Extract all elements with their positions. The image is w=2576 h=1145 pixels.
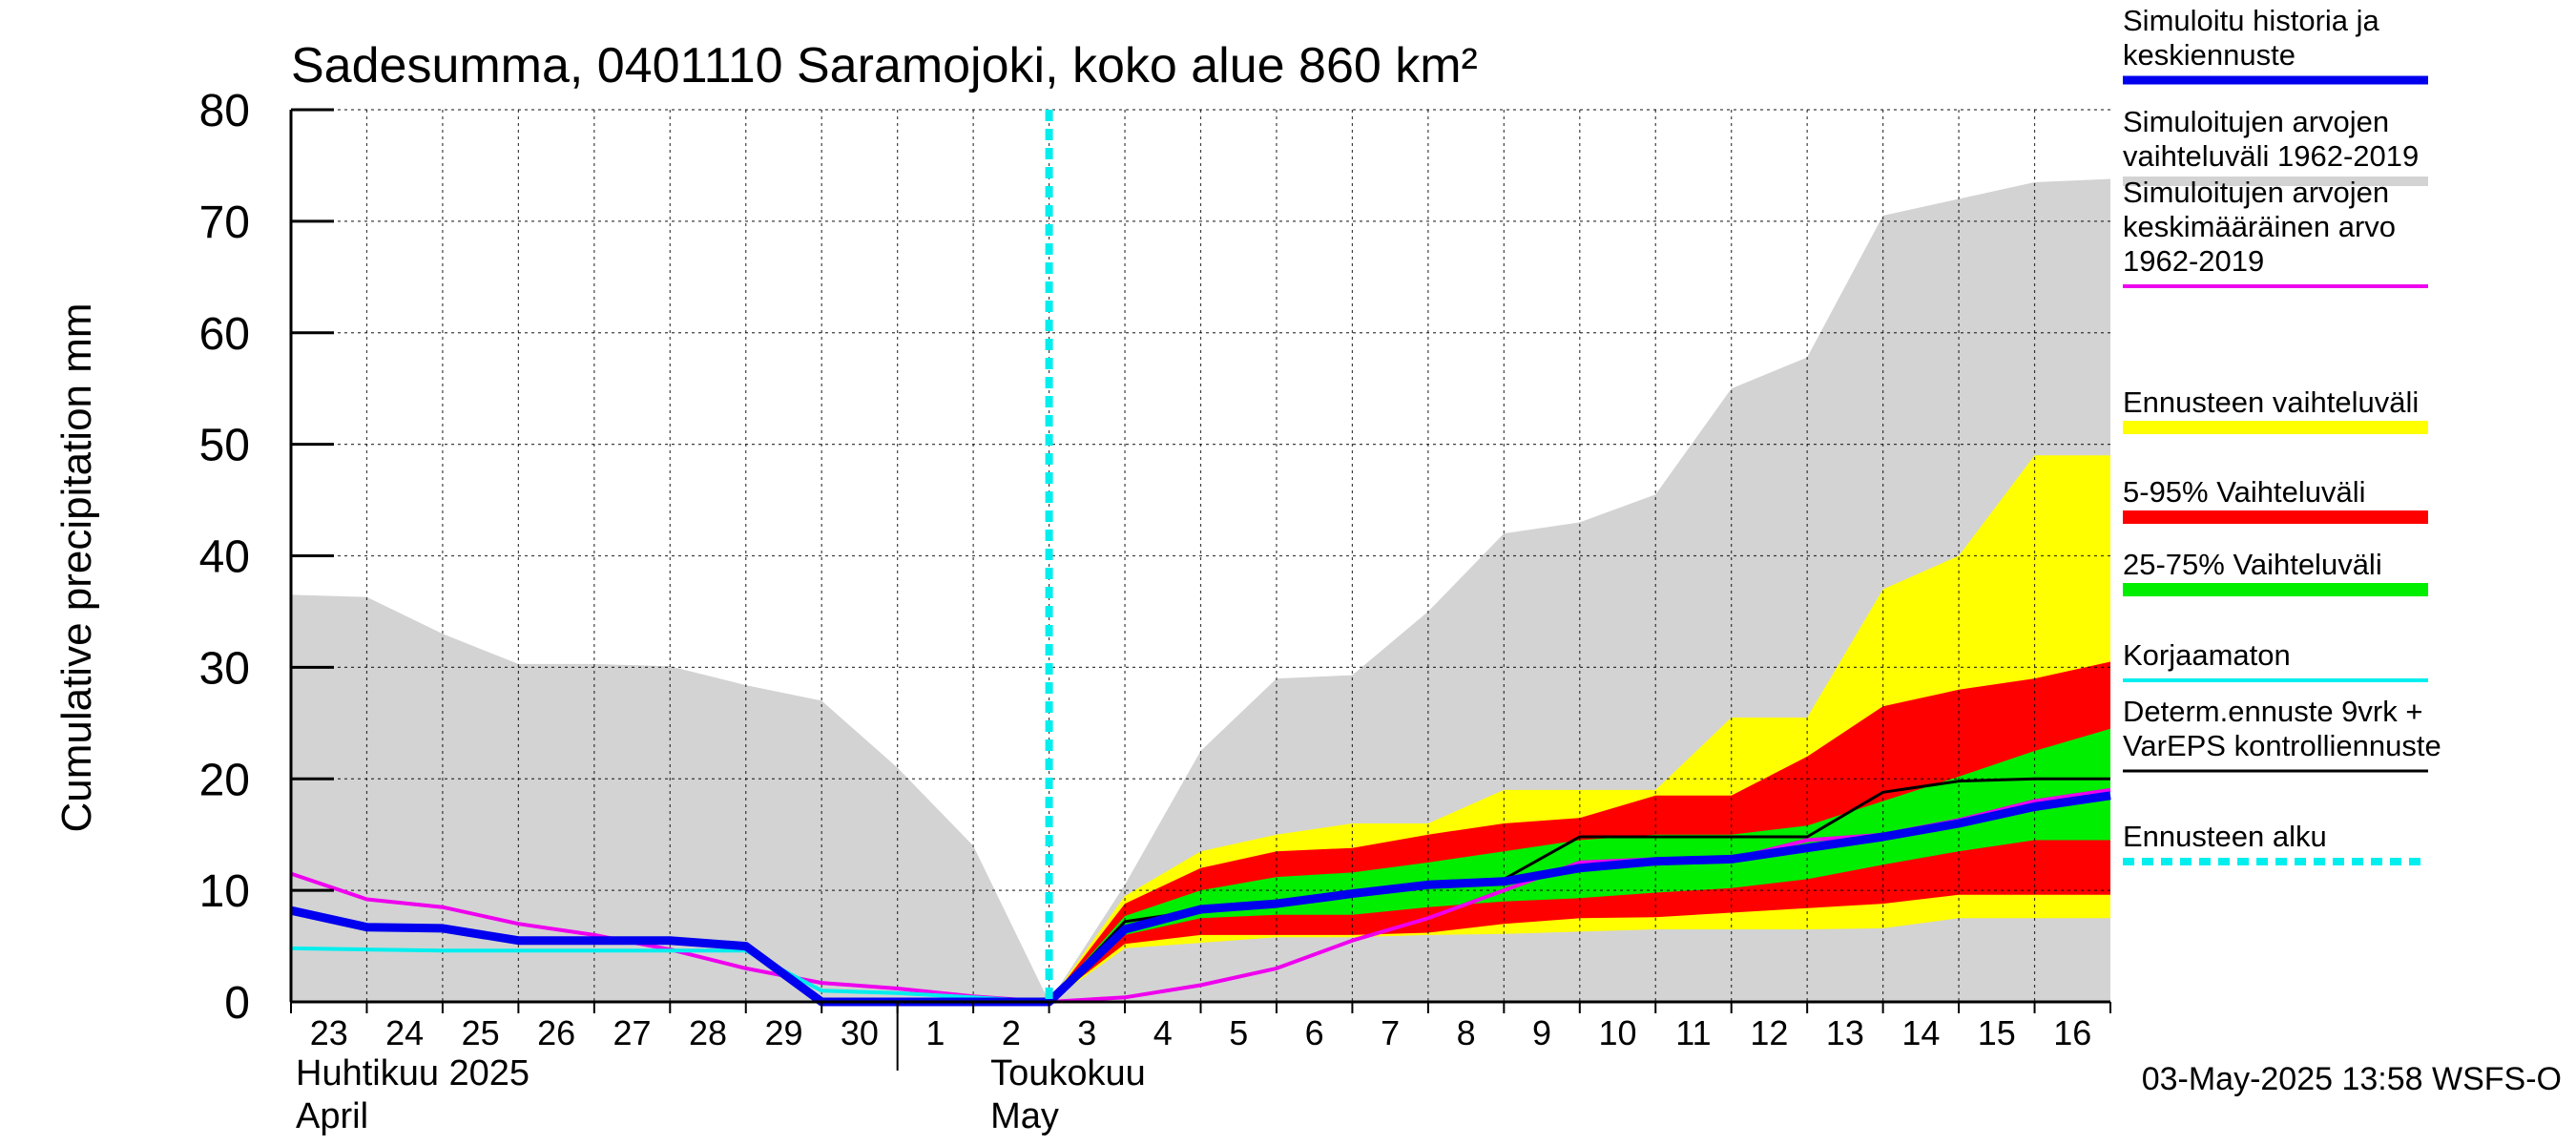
x-tick-label: 3 <box>1077 1013 1096 1052</box>
x-tick-label: 14 <box>1901 1013 1940 1052</box>
x-tick-label: 5 <box>1229 1013 1248 1052</box>
x-tick-label: 2 <box>1002 1013 1021 1052</box>
x-tick-label: 11 <box>1675 1013 1711 1052</box>
x-tick-label: 9 <box>1532 1013 1551 1052</box>
chart-title: Sadesumma, 0401110 Saramojoki, koko alue… <box>291 38 1478 94</box>
legend-label-sim_history: keskiennuste <box>2123 38 2296 72</box>
series-lines <box>290 110 2111 1007</box>
legend-label-sim_mean: keskimääräinen arvo <box>2123 210 2396 243</box>
y-tick-label: 0 <box>224 978 250 1029</box>
legend-label-p5_95: 5-95% Vaihteluväli <box>2123 475 2365 509</box>
x-tick-label: 6 <box>1305 1013 1324 1052</box>
y-tick-label: 30 <box>199 643 250 694</box>
legend-label-forecast_start: Ennusteen alku <box>2123 820 2327 853</box>
x-tick-label: 4 <box>1153 1013 1173 1052</box>
y-tick-label: 70 <box>199 198 250 248</box>
y-tick-label: 40 <box>199 532 250 583</box>
month-label-april-fi: Huhtikuu 2025 <box>296 1053 530 1093</box>
legend-label-sim_history: Simuloitu historia ja <box>2123 4 2380 37</box>
x-tick-label: 26 <box>537 1013 575 1052</box>
x-tick-label: 16 <box>2053 1013 2091 1052</box>
x-tick-label: 7 <box>1381 1013 1400 1052</box>
legend-label-history: vaihteluväli 1962-2019 <box>2123 139 2419 173</box>
y-tick-label: 20 <box>199 755 250 805</box>
x-tick-label: 1 <box>925 1013 945 1052</box>
x-tick-label: 15 <box>1978 1013 2016 1052</box>
x-tick-label: 24 <box>385 1013 424 1052</box>
grid-lines <box>291 109 2110 1002</box>
month-label-april-en: April <box>296 1096 368 1136</box>
legend-label-determ: VarEPS kontrolliennuste <box>2123 729 2441 762</box>
x-tick-label: 28 <box>689 1013 727 1052</box>
legend-label-uncorrected: Korjaamaton <box>2123 638 2291 672</box>
y-tick-label: 80 <box>199 86 250 136</box>
x-tick-label: 10 <box>1598 1013 1636 1052</box>
sim-history-line <box>290 791 2111 1007</box>
x-tick-label: 30 <box>841 1013 879 1052</box>
legend-label-p25_75: 25-75% Vaihteluväli <box>2123 548 2382 581</box>
legend-label-sim_mean: 1962-2019 <box>2123 244 2264 278</box>
x-tick-label: 29 <box>764 1013 802 1052</box>
x-tick-label: 12 <box>1750 1013 1788 1052</box>
legend-label-determ: Determ.ennuste 9vrk + <box>2123 695 2422 728</box>
legend-label-history: Simuloitujen arvojen <box>2123 105 2389 138</box>
y-tick-label: 60 <box>199 309 250 360</box>
legend-label-sim_mean: Simuloitujen arvojen <box>2123 176 2389 209</box>
x-tick-label: 27 <box>613 1013 652 1052</box>
legend-label-ens_range: Ennusteen vaihteluväli <box>2123 385 2419 419</box>
x-tick-label: 25 <box>462 1013 500 1052</box>
y-axis-label: Cumulative precipitation mm <box>53 302 100 832</box>
y-tick-label: 50 <box>199 421 250 471</box>
sim-mean-line <box>290 787 2111 1004</box>
y-tick-label: 10 <box>199 866 250 917</box>
x-tick-label: 13 <box>1826 1013 1864 1052</box>
month-label-may-en: May <box>990 1096 1059 1136</box>
x-tick-label: 8 <box>1457 1013 1476 1052</box>
month-label-may-fi: Toukokuu <box>990 1053 1146 1093</box>
x-tick-label: 23 <box>310 1013 348 1052</box>
footer-timestamp: 03-May-2025 13:58 WSFS-O <box>2142 1061 2562 1097</box>
